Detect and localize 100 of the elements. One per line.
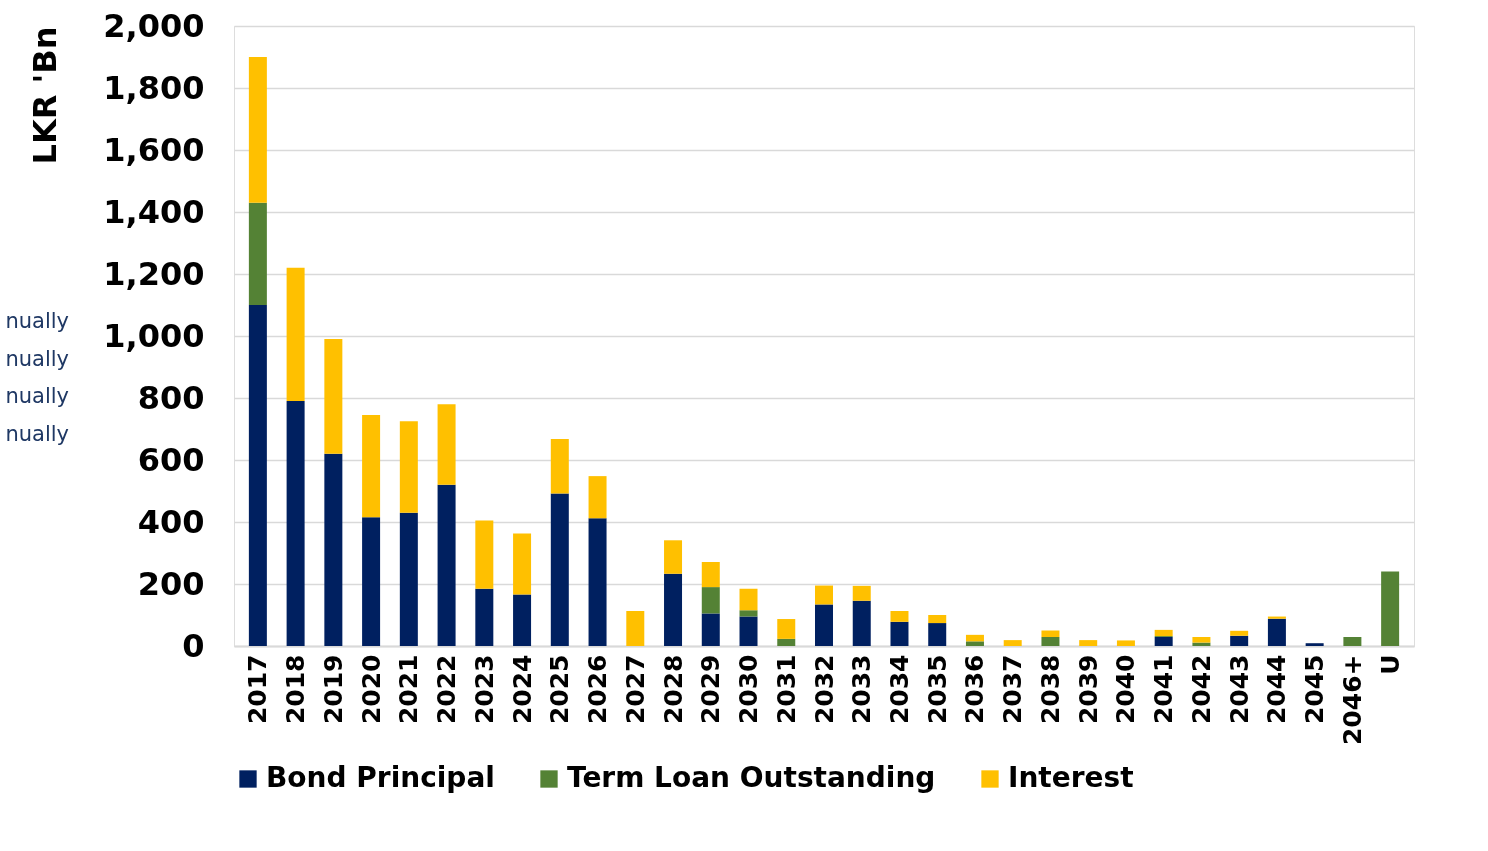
bar [437, 404, 456, 485]
x-tick-label: 2023 [469, 654, 499, 725]
bar [777, 619, 796, 639]
bar [739, 616, 758, 646]
x-tick-label: 2021 [394, 654, 424, 725]
bar [1079, 640, 1098, 646]
bar [475, 520, 494, 589]
bar [1154, 629, 1173, 637]
x-tick-label: 2032 [809, 654, 839, 725]
legend-label: Interest [1008, 761, 1134, 794]
x-tick-label: 2031 [771, 654, 801, 725]
x-tick-label: 2033 [847, 654, 877, 725]
y-tick-label: 0 [182, 626, 205, 665]
x-tick-label: 2045 [1300, 654, 1330, 725]
bar [286, 401, 305, 646]
text: nually [5, 346, 69, 371]
x-tick-label: 2026 [583, 654, 613, 725]
bar [1003, 640, 1022, 646]
bar [550, 438, 569, 494]
bar [1305, 643, 1324, 646]
x-tick-label: 2030 [734, 654, 764, 725]
bar [1230, 630, 1249, 636]
x-tick-label: 2018 [281, 654, 311, 725]
x-tick-label: 2037 [998, 654, 1028, 725]
x-tick-label: 2039 [1073, 654, 1103, 725]
bar [928, 615, 947, 624]
bar [815, 585, 833, 605]
bar [248, 305, 267, 646]
x-tick-label: 2046+ [1337, 654, 1367, 746]
bar [739, 588, 758, 611]
y-tick-label: 600 [137, 440, 205, 479]
x-tick-label: 2043 [1224, 654, 1254, 725]
bar [1343, 637, 1362, 646]
bar [815, 604, 833, 646]
y-tick-label: 1,800 [103, 68, 205, 107]
bar [324, 339, 343, 454]
text: nually [5, 384, 69, 408]
text: nually [5, 421, 69, 446]
bar [1267, 616, 1286, 619]
bar [513, 594, 532, 646]
bar [1116, 640, 1135, 646]
y-tick-label: 1,000 [103, 316, 205, 355]
bar [362, 517, 381, 646]
bar [852, 585, 871, 601]
bar [1267, 618, 1286, 646]
bar [362, 415, 381, 518]
bar [852, 600, 871, 646]
x-tick-label: 2022 [432, 654, 462, 725]
bar [248, 202, 267, 305]
x-tick-label: 2025 [545, 654, 575, 725]
bar [1154, 637, 1173, 646]
bar [399, 421, 418, 513]
x-tick-label: 2017 [243, 654, 273, 725]
x-tick-label: 2038 [1035, 654, 1065, 725]
x-tick-label: 2027 [620, 654, 650, 725]
bar [324, 453, 343, 646]
bar [701, 587, 720, 614]
x-tick-label: 2042 [1186, 654, 1216, 725]
x-tick-label: 2034 [884, 654, 914, 725]
y-tick-label: 2,000 [103, 6, 205, 45]
y-tick-label: 400 [137, 502, 205, 541]
text: nually [5, 309, 69, 333]
legend-label: Bond Principal [266, 761, 495, 794]
bar [550, 493, 569, 646]
bar [928, 623, 947, 646]
y-tick-label: 1,600 [103, 130, 205, 169]
x-tick-label: 2029 [696, 654, 726, 725]
x-tick-label: 2035 [922, 654, 952, 725]
bar [664, 573, 683, 646]
bar [399, 512, 418, 646]
x-tick-label: 2036 [960, 654, 990, 725]
bar [513, 533, 532, 595]
bar [588, 518, 607, 646]
bar [890, 621, 909, 646]
x-tick-label: 2028 [658, 654, 688, 725]
bar [286, 267, 305, 402]
x-tick-label: 2044 [1262, 654, 1292, 725]
x-tick-label: U [1375, 654, 1405, 675]
bar [1381, 571, 1400, 646]
bar [701, 613, 720, 646]
bar [248, 57, 267, 203]
x-tick-label: 2040 [1111, 654, 1141, 725]
bar [1192, 637, 1211, 643]
bar [777, 638, 796, 646]
bar [965, 634, 984, 642]
y-axis-title: LKR 'Bn [26, 26, 65, 165]
bar [1041, 637, 1060, 646]
bar [1230, 635, 1249, 646]
bar [739, 610, 758, 617]
x-tick-label: 2020 [356, 654, 386, 725]
x-tick-label: 2024 [507, 654, 537, 725]
bar [437, 484, 456, 646]
bar [1041, 630, 1060, 638]
bar [664, 540, 683, 574]
x-tick-label: 2019 [318, 654, 348, 725]
y-tick-label: 1,400 [103, 192, 205, 231]
y-tick-label: 1,200 [103, 254, 205, 293]
legend-label: Term Loan Outstanding [567, 761, 936, 794]
bar [626, 610, 645, 646]
bar [890, 610, 909, 622]
